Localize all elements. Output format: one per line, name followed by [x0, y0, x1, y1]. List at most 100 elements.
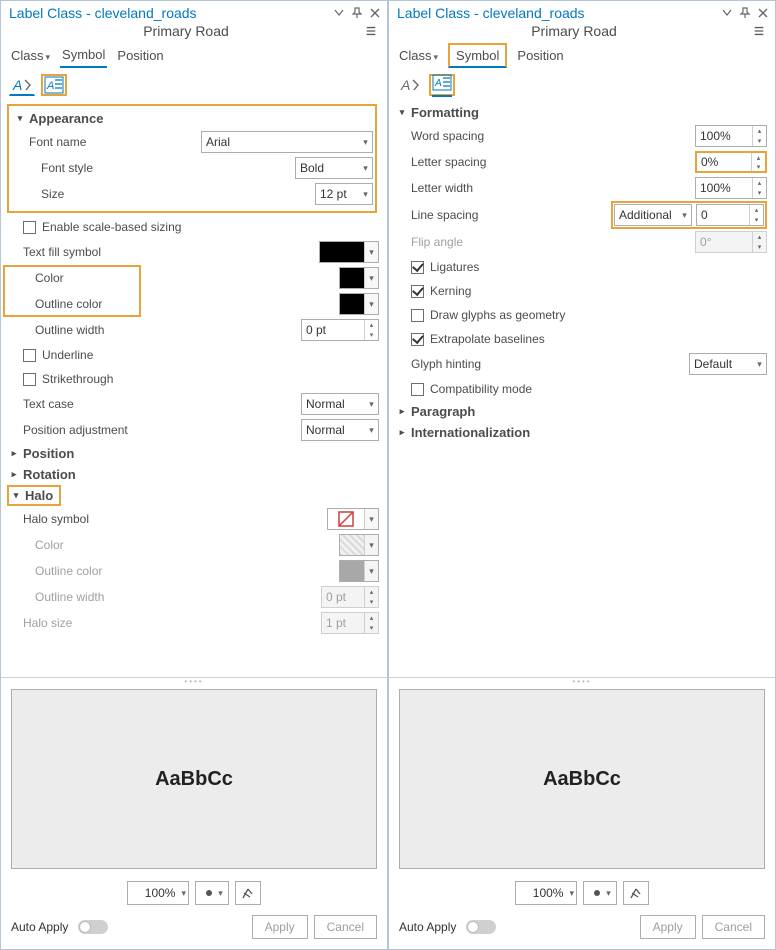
text-fill-color[interactable]: ▾ [319, 241, 379, 263]
word-spacing-spinner[interactable]: 100%▴▾ [695, 125, 767, 147]
zoom-dropdown[interactable]: 100%▾ [515, 881, 577, 905]
section-formatting[interactable]: ▾Formatting [393, 102, 767, 123]
color-label: Color [35, 271, 339, 285]
outline-color-picker[interactable]: ▾ [339, 293, 379, 315]
strikethrough-checkbox[interactable]: Strikethrough [5, 367, 379, 391]
titlebar: Label Class - cleveland_roads [1, 1, 387, 21]
close-icon[interactable] [369, 7, 381, 19]
label-class-panel-left: Label Class - cleveland_roads Primary Ro… [0, 0, 388, 950]
symbol-mode-row: A A [1, 68, 387, 98]
flip-angle-label: Flip angle [411, 235, 695, 249]
section-internationalization[interactable]: ▸Internationalization [393, 422, 767, 443]
glyph-hinting-label: Glyph hinting [411, 357, 689, 371]
letter-spacing-label: Letter spacing [411, 155, 695, 169]
cancel-button[interactable]: Cancel [702, 915, 765, 939]
pin-icon[interactable] [739, 7, 751, 19]
auto-apply-toggle[interactable] [466, 920, 496, 934]
letter-spacing-spinner[interactable]: 0%▴▾ [695, 151, 767, 173]
line-spacing-spinner[interactable]: 0▴▾ [696, 204, 764, 226]
tab-symbol[interactable]: Symbol [448, 43, 507, 68]
kerning-checkbox[interactable]: Kerning [393, 279, 767, 303]
color-picker[interactable]: ▾ [339, 267, 379, 289]
section-rotation[interactable]: ▸Rotation [5, 464, 379, 485]
extrapolate-checkbox[interactable]: Extrapolate baselines [393, 327, 767, 351]
line-spacing-label: Line spacing [411, 208, 611, 222]
tab-position[interactable]: Position [115, 44, 165, 67]
glyph-hinting-dropdown[interactable]: Default▾ [689, 353, 767, 375]
zoom-dropdown[interactable]: 100%▾ [127, 881, 189, 905]
general-symbol-button[interactable]: A [9, 74, 35, 96]
panel-title: Label Class - cleveland_roads [9, 5, 333, 21]
apply-button[interactable]: Apply [252, 915, 308, 939]
line-spacing-mode-dropdown[interactable]: Additional▾ [614, 204, 692, 226]
outline-width-spinner[interactable]: 0 pt▴▾ [301, 319, 379, 341]
size-label: Size [41, 187, 315, 201]
section-paragraph[interactable]: ▸Paragraph [393, 401, 767, 422]
general-symbol-button[interactable]: A [397, 74, 423, 96]
svg-text:A: A [434, 78, 442, 89]
actual-size-button[interactable]: ▾ [583, 881, 617, 905]
chevron-down-icon: ▾ [434, 52, 439, 62]
letter-width-label: Letter width [411, 181, 695, 195]
svg-text:A: A [12, 77, 22, 93]
splitter[interactable]: •••• [1, 677, 387, 685]
tab-class[interactable]: Class▾ [9, 44, 52, 67]
draw-glyphs-checkbox[interactable]: Draw glyphs as geometry [393, 303, 767, 327]
menu-icon[interactable] [751, 23, 767, 39]
enable-scale-checkbox[interactable]: Enable scale-based sizing [5, 215, 379, 239]
halo-outline-width-spinner: 0 pt▴▾ [321, 586, 379, 608]
subtitle: Primary Road [9, 23, 363, 39]
halo-color-label: Color [35, 538, 339, 552]
tab-symbol[interactable]: Symbol [60, 43, 107, 68]
halo-symbol-picker[interactable]: ▾ [327, 508, 379, 530]
close-icon[interactable] [757, 7, 769, 19]
auto-apply-label: Auto Apply [11, 920, 68, 934]
auto-apply-label: Auto Apply [399, 920, 456, 934]
footer: Auto Apply Apply Cancel [389, 909, 775, 949]
svg-text:A: A [400, 77, 410, 93]
properties-scroll[interactable]: ▾Appearance Font name Arial▾ Font style … [1, 98, 387, 677]
pin-icon[interactable] [351, 7, 363, 19]
halo-outline-color-label: Outline color [35, 564, 339, 578]
formatting-symbol-button[interactable]: A [429, 74, 455, 96]
text-case-label: Text case [23, 397, 301, 411]
apply-button[interactable]: Apply [640, 915, 696, 939]
compatibility-checkbox[interactable]: Compatibility mode [393, 377, 767, 401]
section-halo[interactable]: ▾Halo [7, 485, 61, 506]
autohide-icon[interactable] [721, 7, 733, 19]
splitter[interactable]: •••• [389, 677, 775, 685]
position-adjustment-dropdown[interactable]: Normal▾ [301, 419, 379, 441]
halo-symbol-label: Halo symbol [23, 512, 327, 526]
properties-scroll[interactable]: ▾Formatting Word spacing 100%▴▾ Letter s… [389, 98, 775, 677]
cancel-button[interactable]: Cancel [314, 915, 377, 939]
preview-toolbar: 100%▾ ▾ [1, 877, 387, 909]
toggle-guides-button[interactable] [623, 881, 649, 905]
font-style-label: Font style [41, 161, 295, 175]
menu-icon[interactable] [363, 23, 379, 39]
subtitle: Primary Road [397, 23, 751, 39]
section-position[interactable]: ▸Position [5, 443, 379, 464]
preview-toolbar: 100%▾ ▾ [389, 877, 775, 909]
ligatures-checkbox[interactable]: Ligatures [393, 255, 767, 279]
text-fill-label: Text fill symbol [23, 245, 319, 259]
position-adjustment-label: Position adjustment [23, 423, 301, 437]
actual-size-button[interactable]: ▾ [195, 881, 229, 905]
toggle-guides-button[interactable] [235, 881, 261, 905]
tabs: Class▾ Symbol Position [1, 43, 387, 68]
label-class-panel-right: Label Class - cleveland_roads Primary Ro… [388, 0, 776, 950]
autohide-icon[interactable] [333, 7, 345, 19]
font-name-dropdown[interactable]: Arial▾ [201, 131, 373, 153]
underline-checkbox[interactable]: Underline [5, 343, 379, 367]
section-appearance[interactable]: ▾Appearance [11, 108, 373, 129]
tab-class[interactable]: Class▾ [397, 44, 440, 67]
formatting-symbol-button[interactable]: A [41, 74, 67, 96]
preview-area: AaBbCc [399, 689, 765, 869]
font-name-label: Font name [29, 135, 201, 149]
appearance-highlight: ▾Appearance Font name Arial▾ Font style … [7, 104, 377, 213]
font-style-dropdown[interactable]: Bold▾ [295, 157, 373, 179]
tab-position[interactable]: Position [515, 44, 565, 67]
letter-width-spinner[interactable]: 100%▴▾ [695, 177, 767, 199]
text-case-dropdown[interactable]: Normal▾ [301, 393, 379, 415]
auto-apply-toggle[interactable] [78, 920, 108, 934]
size-dropdown[interactable]: 12 pt▾ [315, 183, 373, 205]
